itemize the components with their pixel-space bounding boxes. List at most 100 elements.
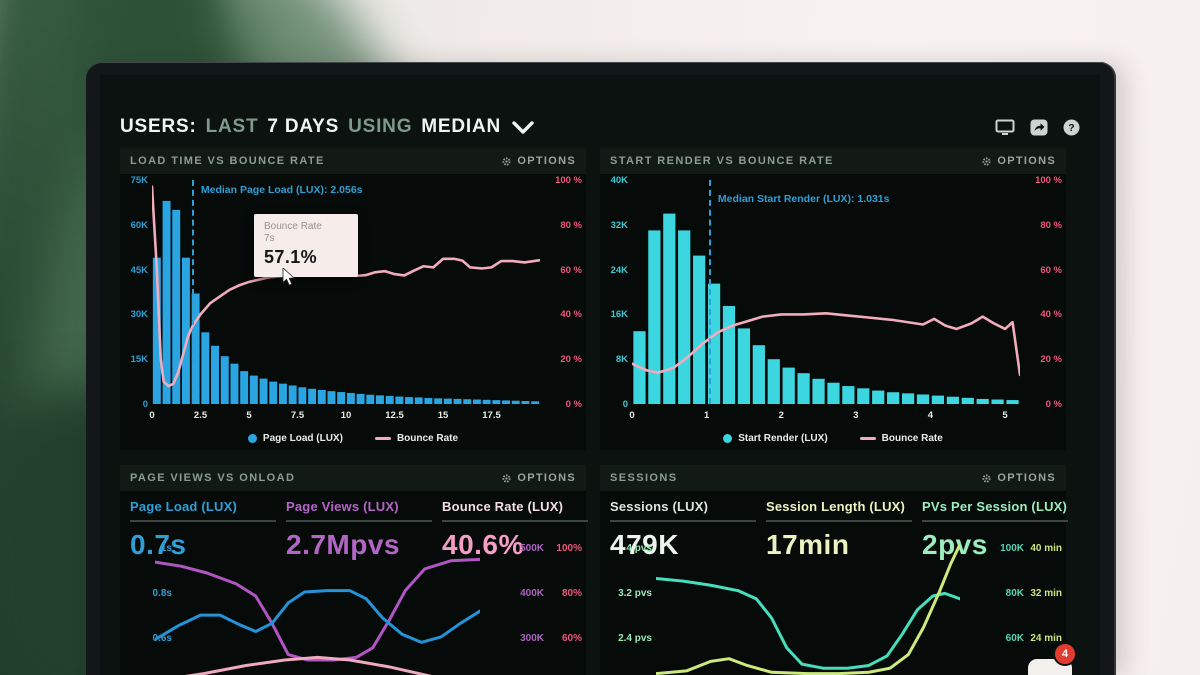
options-button[interactable]: OPTIONS (981, 155, 1056, 167)
title-segment: 7 DAYS (267, 116, 340, 137)
metric-underline (610, 520, 756, 522)
options-button[interactable]: OPTIONS (501, 155, 576, 167)
x-axis-label: 0 (149, 410, 155, 421)
options-label: OPTIONS (517, 155, 576, 167)
panel-title: LOAD TIME VS BOUNCE RATE (130, 155, 325, 167)
date-range-dropdown[interactable]: USERS: LAST 7 DAYS USING MEDIAN (120, 116, 534, 138)
y-axis-label: 100 % (1035, 175, 1062, 187)
y-axis-right: 100 % 80 % 60 % 40 % 20 % 0 % (542, 175, 582, 410)
y-axis-label: 80 % (560, 219, 582, 231)
legend-label: Bounce Rate (396, 432, 459, 444)
y-axis-label: 16K (610, 309, 628, 321)
y-axis-label: 4 pvs (626, 543, 652, 554)
x-axis: 0 1 2 3 4 5 (629, 410, 1020, 424)
median-line (191, 180, 194, 404)
laptop-bezel: USERS: LAST 7 DAYS USING MEDIAN ? (86, 62, 1116, 675)
y-axis-label: 0 (622, 399, 628, 411)
y-axis-label: 24K (610, 264, 628, 276)
y-axis-label: 0.6s (152, 633, 172, 644)
dashboard-screen: USERS: LAST 7 DAYS USING MEDIAN ? (100, 75, 1100, 675)
share-icon[interactable] (1030, 119, 1048, 136)
y-axis-label: 100% (556, 543, 582, 554)
y-axis-label: 80 % (1040, 219, 1062, 231)
metric-label: Page Views (LUX) (286, 499, 399, 514)
y-axis-label: 40K (610, 175, 628, 187)
y-axis-label: 300K (520, 633, 544, 644)
chart-body: 75K 60K 45K 30K 15K 0 100 % 80 % 60 % 40 % 20 % 0 … (120, 174, 586, 450)
y-axis-label: 45K (130, 264, 148, 276)
metric-label: Sessions (LUX) (610, 499, 709, 514)
line-chart (656, 539, 960, 675)
x-axis-label: 3 (853, 410, 859, 421)
panel-header: SESSIONS OPTIONS (600, 465, 1066, 491)
y-axis-label: 15K (130, 354, 148, 366)
metric-value: 479K (610, 529, 679, 560)
x-axis-label: 7.5 (290, 410, 305, 421)
x-axis-label: 5 (1002, 410, 1008, 421)
x-axis-label: 17.5 (482, 410, 501, 421)
y-axis-label: 80% (561, 588, 582, 599)
y-axis-label: 100K (1000, 543, 1024, 554)
y-axis-label: 30K (130, 309, 148, 321)
y-axis-label: 1s (160, 543, 172, 554)
options-button[interactable]: OPTIONS (501, 472, 576, 484)
title-segment: USERS: (120, 116, 197, 137)
legend-line (374, 436, 391, 440)
metric-value: 2.7Mpvs (286, 529, 400, 560)
median-label: Median Start Render (LUX): 1.031s (717, 193, 890, 205)
metric-label: Page Load (LUX) (130, 499, 238, 514)
y-axis-label: 3.2 pvs (618, 588, 652, 599)
legend-label: Start Render (LUX) (738, 432, 828, 444)
panel-load-time-vs-bounce-rate: LOAD TIME VS BOUNCE RATE OPTIONS 75K 60K 4… (120, 148, 586, 450)
x-axis-label: 4 (927, 410, 934, 421)
y-axis-label: 24 min (1030, 633, 1062, 644)
legend-label: Page Load (LUX) (262, 432, 343, 444)
plot-area[interactable]: Median Start Render (LUX): 1.031s (632, 180, 1020, 404)
legend-item[interactable]: Start Render (LUX) (717, 432, 833, 445)
dashboard-topbar: USERS: LAST 7 DAYS USING MEDIAN ? (120, 113, 1080, 141)
legend-item[interactable]: Bounce Rate (854, 432, 949, 445)
y-axis-label: 500K (520, 543, 544, 554)
tooltip-x-value: 7s (264, 233, 275, 244)
panel-start-render-vs-bounce-rate: START RENDER VS BOUNCE RATE OPTIONS 40K 3… (600, 148, 1066, 450)
mini-chart[interactable]: 4 pvs 3.2 pvs 2.4 pvs 100K 40 min 80K 32 min 6… (600, 539, 1066, 675)
x-axis-label: 15 (437, 410, 449, 421)
y-axis-label: 60 % (1040, 264, 1062, 276)
metric-value: 17min (766, 529, 850, 560)
legend: Start Render (LUX) Bounce Rate (600, 429, 1066, 447)
display-icon[interactable] (995, 119, 1015, 136)
metric-underline (922, 520, 1068, 522)
options-button[interactable]: OPTIONS (981, 472, 1056, 484)
legend-dot (247, 433, 257, 443)
legend: Page Load (LUX) Bounce Rate (120, 429, 586, 447)
panel-title: PAGE VIEWS VS ONLOAD (130, 472, 296, 484)
line-chart (155, 539, 480, 675)
y-axis-label: 60% (561, 633, 582, 644)
y-axis-label: 20 % (1040, 354, 1062, 366)
y-axis-label: 400K (520, 588, 544, 599)
metric: Bounce Rate (LUX) 40.6% (442, 499, 590, 561)
legend-label: Bounce Rate (881, 432, 943, 444)
notification-badge: 4 (1053, 642, 1077, 666)
metric-label: Session Length (LUX) (766, 499, 906, 514)
tooltip-series: Bounce Rate (264, 221, 322, 232)
mini-chart[interactable]: 1s 0.8s 0.6s 500K 100% 400K 80% 300K 60% (120, 539, 586, 675)
x-axis-label: 0 (629, 410, 635, 421)
legend-item[interactable]: Page Load (LUX) (242, 432, 349, 445)
y-axis-label: 80K (1005, 588, 1024, 599)
toolbar: ? (995, 119, 1080, 136)
legend-line (859, 436, 876, 440)
y-axis-label: 60K (1005, 633, 1024, 644)
help-icon[interactable]: ? (1063, 119, 1080, 136)
legend-item[interactable]: Bounce Rate (369, 432, 464, 445)
y-axis-left: 75K 60K 45K 30K 15K 0 (122, 175, 148, 410)
metric: Sessions (LUX) 479K (610, 499, 758, 561)
options-label: OPTIONS (997, 155, 1056, 167)
metric-value: 40.6% (442, 529, 524, 560)
legend-dot (723, 433, 733, 443)
y-axis-label: 60 % (560, 264, 582, 276)
plot-area[interactable]: Median Page Load (LUX): 2.056s Bounce Ra… (152, 180, 540, 404)
panel-page-views-vs-onload: PAGE VIEWS VS ONLOAD OPTIONS Page Load (… (120, 465, 588, 675)
x-axis-label: 2 (778, 410, 784, 421)
